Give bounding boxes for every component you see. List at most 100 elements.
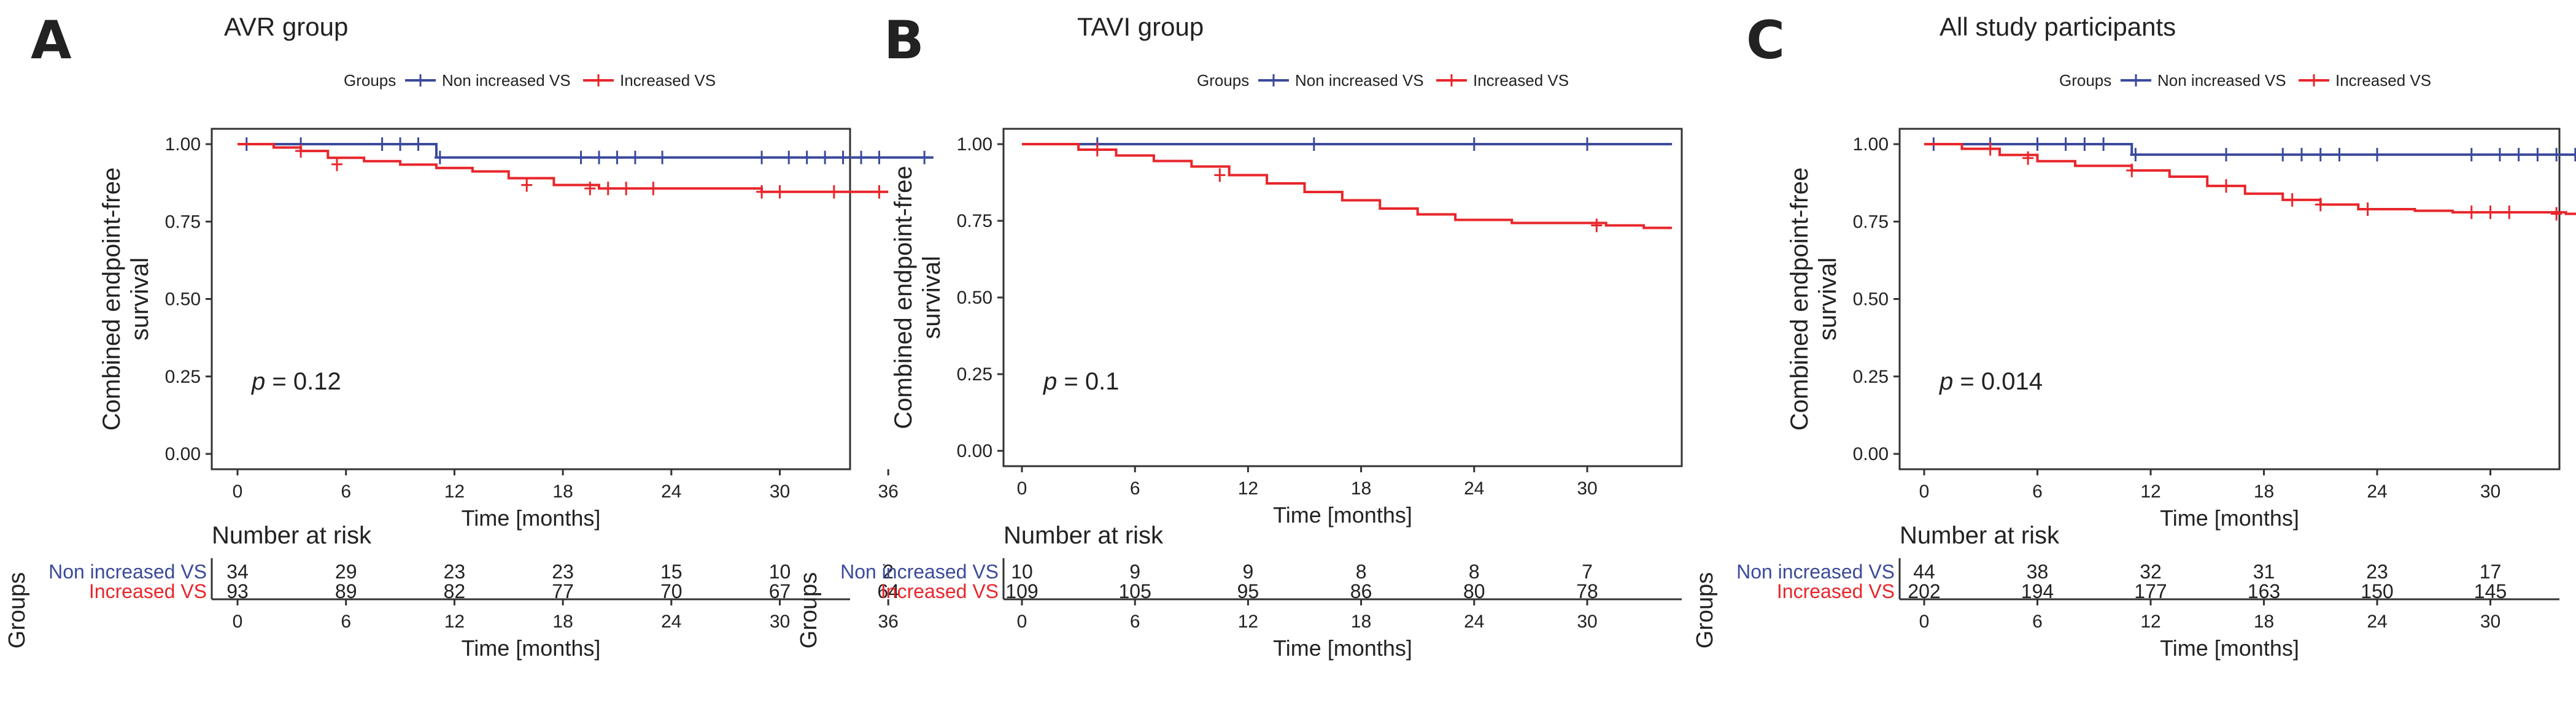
censor-mark-non-increased xyxy=(873,150,885,164)
censor-mark-non-increased xyxy=(2569,148,2576,162)
legend-label-increased: Increased VS xyxy=(2335,71,2431,90)
risk-count-non-increased: 29 xyxy=(335,561,357,583)
risk-title: Number at risk xyxy=(1004,522,1164,549)
risk-count-increased: 105 xyxy=(1119,580,1151,602)
risk-x-tick-label: 6 xyxy=(341,612,351,632)
censor-mark-non-increased xyxy=(1468,137,1480,151)
risk-count-non-increased: 23 xyxy=(444,561,466,583)
censor-mark-non-increased xyxy=(2032,137,2043,151)
risk-count-non-increased: 8 xyxy=(1469,561,1480,583)
censor-mark-increased xyxy=(602,182,614,196)
censor-mark-increased xyxy=(1591,218,1603,232)
plot-frame xyxy=(1002,128,1683,467)
y-tick-label: 0.25 xyxy=(957,364,992,385)
risk-count-increased: 80 xyxy=(1463,580,1485,602)
risk-count-non-increased: 9 xyxy=(1243,561,1254,583)
x-tick-label: 12 xyxy=(2140,482,2160,502)
x-tick-label: 30 xyxy=(770,482,790,502)
p-value-text: = 0.014 xyxy=(1953,368,2043,395)
risk-count-increased: 70 xyxy=(660,580,683,602)
risk-count-non-increased: 17 xyxy=(2480,561,2502,583)
x-tick-label: 0 xyxy=(233,482,243,502)
censor-mark-non-increased xyxy=(2551,148,2562,162)
censor-mark-increased xyxy=(621,182,632,196)
censor-mark-non-increased xyxy=(756,150,768,164)
y-axis-label: Combined endpoint-free xyxy=(1786,167,1813,431)
risk-group-label-increased: Increased VS xyxy=(881,580,999,602)
risk-group-label-non-increased: Non increased VS xyxy=(48,561,207,583)
survival-curve-non-increased xyxy=(1924,143,2576,156)
risk-x-tick-label: 24 xyxy=(1464,612,1484,632)
risk-count-increased: 82 xyxy=(444,580,466,602)
censor-mark-non-increased xyxy=(2494,148,2505,162)
risk-count-non-increased: 10 xyxy=(1011,561,1033,583)
x-axis-label: Time [months] xyxy=(462,505,601,531)
y-tick-label: 0.25 xyxy=(165,367,201,387)
censor-mark-increased xyxy=(521,178,533,192)
x-tick-label: 36 xyxy=(878,482,899,502)
x-tick-label: 6 xyxy=(2032,482,2043,502)
survival-curve-increased xyxy=(1022,143,1673,229)
censor-mark-increased xyxy=(331,157,342,171)
risk-x-axis-label: Time [months] xyxy=(462,635,601,661)
censor-mark-non-increased xyxy=(2098,137,2110,151)
survival-curve-non-increased xyxy=(238,143,934,159)
censor-mark-increased xyxy=(2126,163,2138,177)
p-symbol: p xyxy=(1043,368,1057,395)
p-symbol: p xyxy=(1939,368,1953,395)
x-tick-label: 24 xyxy=(1464,478,1484,499)
legend-label-increased: Increased VS xyxy=(620,71,716,90)
legend-marker-non-increased xyxy=(2130,74,2142,86)
censor-mark-non-increased xyxy=(2513,148,2524,162)
plot-frame xyxy=(211,128,851,470)
censor-mark-increased xyxy=(2466,205,2477,220)
risk-count-non-increased: 7 xyxy=(1582,561,1593,583)
legend-marker-non-increased xyxy=(414,74,427,86)
censor-mark-increased xyxy=(1214,168,1226,182)
censor-mark-non-increased xyxy=(2296,148,2307,162)
risk-group-label-non-increased: Non increased VS xyxy=(1736,561,1895,583)
censor-mark-non-increased xyxy=(2079,137,2091,151)
y-tick-label: 0.50 xyxy=(957,288,992,308)
risk-x-tick-label: 12 xyxy=(2140,612,2160,632)
legend-title: Groups xyxy=(2059,71,2111,90)
risk-group-label-increased: Increased VS xyxy=(89,580,207,602)
risk-count-non-increased: 15 xyxy=(660,561,683,583)
legend-label-increased: Increased VS xyxy=(1473,71,1569,90)
y-tick-label: 0.75 xyxy=(1853,212,1889,232)
risk-x-axis-label: Time [months] xyxy=(1273,635,1412,661)
panel-letter: C xyxy=(1746,10,1785,71)
legend-marker-increased xyxy=(2308,74,2320,86)
risk-x-tick-label: 12 xyxy=(1238,612,1258,632)
risk-count-non-increased: 38 xyxy=(2027,561,2049,583)
risk-count-increased: 150 xyxy=(2361,580,2393,602)
censor-mark-non-increased xyxy=(837,150,849,164)
censor-mark-increased xyxy=(295,144,307,158)
risk-count-non-increased: 23 xyxy=(552,561,574,583)
censor-mark-increased xyxy=(2315,198,2326,212)
risk-y-axis-label: Groups xyxy=(1692,572,1718,649)
legend-label-non-increased: Non increased VS xyxy=(442,71,571,90)
censor-mark-non-increased xyxy=(2221,148,2232,162)
p-symbol: p xyxy=(251,368,265,395)
censor-mark-non-increased xyxy=(1308,137,1320,151)
censor-mark-non-increased xyxy=(801,150,813,164)
legend-label-non-increased: Non increased VS xyxy=(2157,71,2286,90)
x-axis-label: Time [months] xyxy=(2160,505,2299,531)
risk-x-axis-label: Time [months] xyxy=(2160,635,2299,661)
y-axis-label-line2: survival xyxy=(918,256,945,339)
risk-x-tick-label: 30 xyxy=(770,612,790,632)
risk-group-label-non-increased: Non increased VS xyxy=(840,561,999,583)
risk-title: Number at risk xyxy=(212,522,372,549)
censor-mark-non-increased xyxy=(395,137,406,151)
x-axis-label: Time [months] xyxy=(1273,502,1412,528)
risk-x-tick-label: 0 xyxy=(1919,612,1930,632)
x-tick-label: 24 xyxy=(661,482,681,502)
x-tick-label: 30 xyxy=(2480,482,2501,502)
censor-mark-non-increased xyxy=(611,150,623,164)
panel-title: AVR group xyxy=(224,12,348,41)
y-tick-label: 0.75 xyxy=(165,212,201,232)
censor-mark-increased xyxy=(2362,202,2373,217)
censor-mark-non-increased xyxy=(2060,137,2071,151)
